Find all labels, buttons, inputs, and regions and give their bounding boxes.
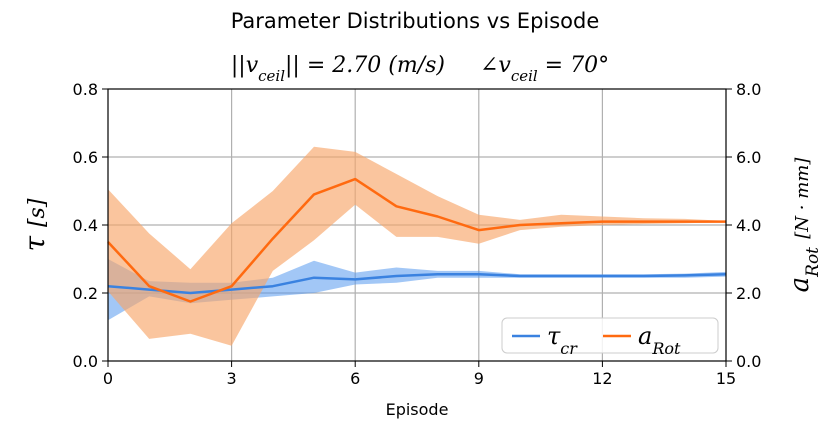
y-left-gap [18,227,51,236]
y-left-tick-label: 0.2 [73,284,98,303]
legend-arot-sub: Rot [651,339,681,358]
legend-arot-label: aRot [638,322,681,358]
y-left-tick-label: 0.6 [73,148,98,167]
y-right-sub: Rot [803,247,823,278]
x-axis-label: Episode [386,400,449,419]
legend-tau-sub: cr [560,339,578,358]
y-right-symbol: a [785,277,815,293]
tau-mean-line [107,273,727,295]
x-tick-label: 12 [592,369,612,388]
x-tick-label: 6 [350,369,360,388]
y-right-gap [785,239,815,247]
y-left-tick-label: 0.8 [73,80,98,99]
y-ticks-right: 0.0 2.0 4.0 6.0 8.0 [726,80,761,371]
y-left-tick-label: 0.0 [73,352,98,371]
subtitle-gap [445,53,480,78]
y-right-tick-label: 4.0 [736,216,761,235]
y-axis-right-label: aRot [N · mm] [785,157,823,293]
arot-band-layer [108,146,726,346]
tau-line-layer [107,273,727,295]
y-left-unit: [s] [25,198,50,227]
y-axis-left-label: τ [s] [18,198,51,251]
subtitle-norm-label: ||v [231,53,259,78]
tau-confidence-band [108,259,726,321]
tau-band-layer [108,259,726,321]
legend: τcr aRot [501,317,719,358]
y-right-tick-label: 2.0 [736,284,761,303]
y-right-tick-label: 8.0 [736,80,761,99]
subtitle-angle-sub: ceil [511,67,538,85]
x-tick-label: 0 [103,369,113,388]
y-right-unit: [N · mm] [792,157,813,239]
y-right-tick-label: 0.0 [736,352,761,371]
chart-title: Parameter Distributions vs Episode [231,9,600,33]
arot-confidence-band [108,146,726,346]
subtitle-norm-sub: ceil [258,67,285,85]
chart-subtitle: ||vceil|| = 2.70 (m/s) ∠vceil = 70° [231,53,609,85]
legend-tau-symbol: τ [547,322,561,350]
y-ticks-left: 0.0 0.2 0.4 0.6 0.8 [73,80,108,371]
subtitle-angle-label: ∠v [480,53,511,78]
y-right-tick-label: 6.0 [736,148,761,167]
legend-arot-symbol: a [638,322,652,350]
x-tick-label: 9 [474,369,484,388]
y-left-tick-label: 0.4 [73,216,98,235]
y-left-symbol: τ [18,235,51,251]
arot-mean-line [107,177,726,303]
x-tick-label: 15 [716,369,736,388]
arot-line-layer [107,177,726,303]
x-tick-label: 3 [227,369,237,388]
subtitle-angle-value: = 70° [538,53,609,78]
subtitle-norm-value: || = 2.70 (m/s) [285,53,445,78]
legend-tau-label: τcr [547,322,578,358]
x-ticks: 0 3 6 9 12 15 [103,361,736,388]
